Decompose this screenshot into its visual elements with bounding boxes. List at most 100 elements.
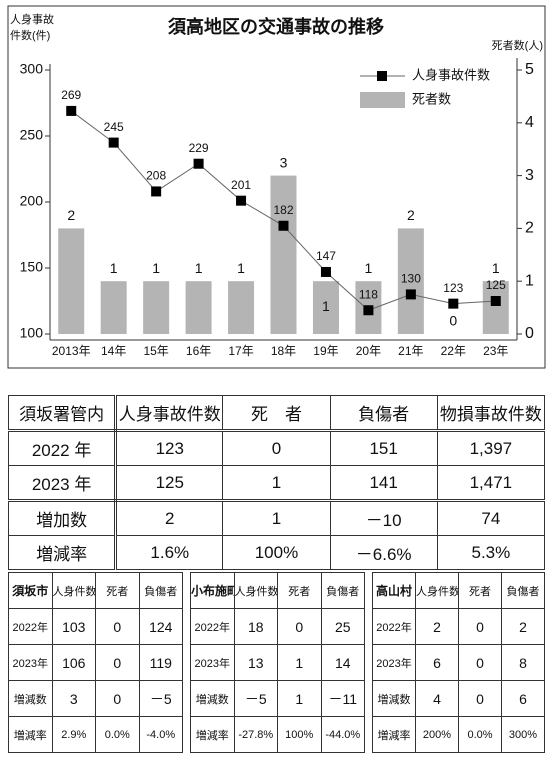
header-cell: 人身件数 [233,572,278,609]
bar-value-label: 1 [492,260,500,276]
bar [482,281,509,334]
cell: 2022年 [8,608,53,645]
x-tick-label: 17年 [228,344,253,358]
header-cell: 負傷者 [320,572,365,609]
cell: 2 [501,608,545,645]
chart-frame [7,5,546,369]
cell: 25 [320,608,365,645]
cell: 0 [458,644,502,681]
legend-label: 死者数 [412,91,451,106]
y2-tick-label: 5 [525,61,534,78]
cell: 2023年 [190,644,235,681]
cell: 1 [222,500,331,536]
x-tick-label: 22年 [441,344,466,358]
y2-tick-label: 3 [525,167,534,184]
cell: －10 [329,500,438,536]
cell: 増加数 [7,500,118,536]
cell: 1 [222,465,331,502]
line-value-label: 269 [61,88,81,102]
cell: 2.9% [51,716,96,753]
bar [100,281,127,334]
table-row: 小布施町人身件数死者負傷者 [190,572,365,609]
cell: 1,471 [436,465,546,502]
table-row: 2022年 103 0 124 [8,608,183,645]
legend-swatch [360,92,405,108]
cell: 0.0% [95,716,140,753]
header-cell: 負傷者 [138,572,183,609]
bar [143,281,170,334]
cell: -27.8% [233,716,278,753]
bar-value-label: 3 [280,154,288,170]
cell: 125 [115,465,224,502]
cell: 増減率 [8,716,53,753]
chart-title: 須高地区の交通事故の推移 [168,16,384,37]
bar [58,228,85,334]
cell: 6 [501,680,545,717]
header-cell: 物損事故件数 [436,395,546,432]
y-tick-label: 250 [20,127,44,143]
table-row: 須坂署管内 人身事故件数死 者負傷者 物損事故件数 [7,395,546,432]
bar-value-label: 0 [449,313,457,329]
bar-value-label: 1 [152,260,160,276]
header-cell: 須坂市 [8,572,53,609]
bar-value-label: 2 [67,207,75,223]
cell: 0 [458,680,502,717]
bar [270,175,297,334]
bar [228,281,255,334]
cell: 3 [51,680,96,717]
header-cell: 死 者 [222,395,331,432]
cell: 6 [415,644,459,681]
cell: 増減数 [190,680,235,717]
x-tick-label: 19年 [313,344,338,358]
cell: 200% [415,716,459,753]
table-row: 増減率 1.6% 100% －6.6% 5.3% [7,535,546,570]
x-tick-label: 23年 [483,344,508,358]
cell: 18 [233,608,278,645]
cell: 2 [115,500,224,536]
legend-marker [377,71,387,81]
cell: 141 [329,465,438,502]
cell: －11 [320,680,365,717]
line-marker [320,266,331,277]
cell: 0 [95,680,140,717]
cell: 0.0% [458,716,502,753]
line-marker [363,305,374,316]
line-value-label: 201 [231,178,251,192]
header-cell: 高山村 [372,572,416,609]
cell: -44.0% [320,716,365,753]
line-marker [66,105,77,116]
header-cell: 負傷者 [501,572,545,609]
y2-tick-label: 1 [525,272,534,289]
header-cell: 死者 [95,572,140,609]
line-value-label: 118 [359,287,378,301]
x-tick-label: 20年 [356,344,381,358]
cell: 増減率 [7,535,118,570]
bar-value-label: 1 [110,260,118,276]
table-row: 2023年 6 0 8 [372,644,545,681]
line-value-label: 125 [486,278,506,292]
cell: 1.6% [115,535,224,570]
cell: 0 [277,608,322,645]
cell: 2022年 [190,608,235,645]
header-cell: 人身件数 [415,572,459,609]
area-table: 高山村 人身件数 死者 負傷者 2022年 2 0 2 2023年 6 0 8 増減数 4 0 6 増減率 200… [372,572,545,753]
x-tick-label: 2013年 [52,344,91,358]
bar [185,281,212,334]
header-cell: 小布施町 [190,572,235,609]
cell: -4.0% [138,716,183,753]
cell: 2023年 [372,644,416,681]
y-axis-label: 人身事故 [10,12,54,26]
table-row: 2023年 106 0 119 [8,644,183,681]
line-value-label: 147 [316,249,336,263]
cell: 0 [95,644,140,681]
cell: 増減数 [372,680,416,717]
table-row: 増減数 3 0 －5 [8,680,183,717]
y-tick-label: 150 [20,259,44,275]
cell: 2022 年 [7,430,118,466]
x-tick-label: 15年 [143,344,168,358]
y2-tick-label: 0 [525,325,534,342]
bar-value-label: 1 [195,260,203,276]
x-tick-label: 18年 [271,344,296,358]
cell: 0 [222,430,331,466]
cell: 124 [138,608,183,645]
